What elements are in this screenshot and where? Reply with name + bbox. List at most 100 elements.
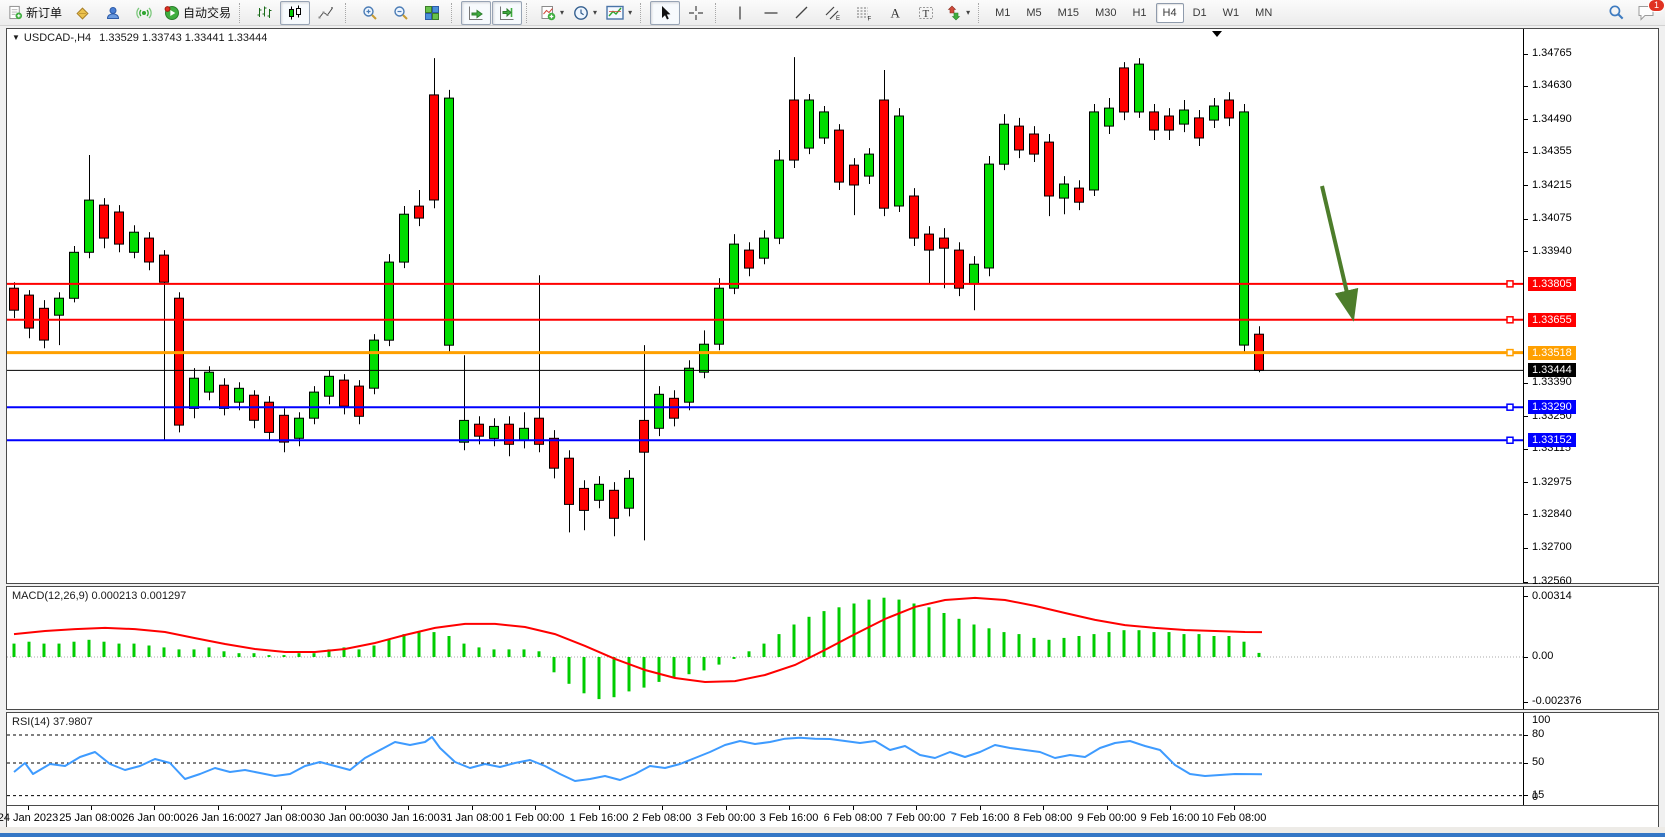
candlestick-chart-button[interactable] — [280, 0, 311, 25]
candle — [744, 249, 754, 269]
macd-histogram-bar — [327, 649, 331, 657]
candle — [99, 204, 109, 239]
chart-shift-marker[interactable] — [1212, 31, 1222, 37]
tab-timeframe-h4[interactable]: H4 — [1155, 2, 1184, 23]
new-order-button[interactable]: 新订单 — [4, 1, 66, 25]
auto-scroll-button[interactable] — [461, 0, 492, 25]
candle — [384, 261, 394, 341]
macd-histogram-bar — [42, 643, 46, 657]
level-line-handle[interactable] — [1506, 348, 1514, 357]
candle — [114, 211, 124, 245]
crosshair-button[interactable] — [681, 1, 711, 25]
macd-histogram-bar — [597, 657, 601, 700]
chevron-down-icon[interactable]: ▾ — [966, 8, 971, 17]
time-label: 30 Jan 16:00 — [376, 812, 440, 824]
price-tick-dash — [1523, 448, 1528, 450]
tab-timeframe-m15[interactable]: M15 — [1057, 6, 1080, 19]
fibonacci-button[interactable]: F — [849, 1, 879, 25]
candlestick-plot[interactable] — [7, 29, 1523, 583]
tab-timeframe-h1[interactable]: H1 — [1132, 6, 1147, 19]
candle — [549, 437, 559, 469]
candle — [924, 233, 934, 251]
chevron-down-icon[interactable]: ▾ — [628, 8, 633, 17]
main-chart-panel[interactable]: ▼ USDCAD-,H4 1.33529 1.33743 1.33441 1.334… — [6, 28, 1659, 587]
tab-timeframe-d1[interactable]: D1 — [1192, 6, 1207, 19]
search-button[interactable] — [1601, 1, 1631, 25]
equidistant-channel-button[interactable]: E — [818, 1, 848, 25]
level-line-handle[interactable] — [1506, 436, 1514, 444]
tab-timeframe-w1[interactable]: W1 — [1222, 6, 1240, 19]
indicators-button[interactable]: ▾ — [602, 1, 636, 25]
tab-timeframe-m1[interactable]: M1 — [995, 6, 1011, 19]
tab-timeframe-m5[interactable]: M5 — [1026, 6, 1042, 19]
price-tick-label: 1.34630 — [1532, 79, 1572, 92]
zoom-out-button[interactable] — [386, 1, 416, 25]
macd-panel[interactable]: MACD(12,26,9) 0.000213 0.001297 0.00314 0… — [6, 586, 1659, 710]
price-tick-label: 1.34075 — [1532, 212, 1572, 225]
tab-timeframe-m30[interactable]: M30 — [1095, 6, 1117, 19]
candle — [459, 419, 469, 443]
time-tick — [1043, 806, 1044, 810]
auto-trading-button[interactable]: 自动交易 — [160, 1, 235, 25]
candle — [1044, 141, 1054, 197]
level-line-handle[interactable] — [1506, 280, 1514, 288]
candle — [1239, 111, 1249, 346]
price-tick-dash — [1523, 514, 1528, 516]
candle — [654, 393, 664, 429]
time-tick — [472, 806, 473, 810]
level-line-handle[interactable] — [1506, 316, 1514, 324]
text-label-button[interactable]: T — [911, 1, 941, 25]
line-chart-button[interactable] — [311, 1, 341, 25]
time-label: 3 Feb 00:00 — [696, 812, 756, 824]
price-level-badge: 1.33805 — [1528, 276, 1576, 291]
horizontal-line-icon — [764, 11, 778, 14]
macd-histogram-bar — [282, 655, 286, 657]
chart-shift-button[interactable] — [492, 0, 523, 25]
bar-chart-button[interactable] — [249, 1, 279, 25]
collapse-triangle-icon[interactable]: ▼ — [12, 33, 20, 42]
cursor-button[interactable] — [650, 0, 681, 25]
candle — [864, 153, 874, 177]
profile-button[interactable] — [98, 1, 128, 25]
new-chart-icon — [541, 5, 556, 20]
new-chart-button[interactable]: ▾ — [536, 1, 568, 25]
chat-button[interactable]: 1 — [1631, 0, 1665, 25]
candle — [1149, 111, 1159, 131]
macd-histogram-bar — [387, 639, 391, 657]
deposit-button[interactable] — [67, 1, 97, 25]
time-axis[interactable]: 24 Jan 2023 25 Jan 08:00 26 Jan 00:00 26 Ja… — [0, 806, 1659, 827]
time-label: 31 Jan 08:00 — [440, 812, 504, 824]
tile-windows-button[interactable] — [417, 1, 447, 25]
zoom-in-button[interactable] — [355, 1, 385, 25]
chevron-down-icon[interactable]: ▾ — [593, 8, 598, 17]
periods-button[interactable]: ▾ — [569, 1, 601, 25]
macd-histogram-bar — [552, 657, 556, 673]
vertical-line-button[interactable] — [725, 1, 755, 25]
price-tick-label: 1.34355 — [1532, 145, 1572, 158]
chart-symbol-period: USDCAD-,H4 — [23, 32, 92, 44]
candle — [1089, 111, 1099, 191]
candlestick-chart-icon — [289, 5, 302, 19]
chart-ohlc-values: 1.33529 1.33743 1.33441 1.33444 — [99, 32, 268, 44]
text-button[interactable]: A — [880, 1, 910, 25]
arrows-button[interactable]: ▾ — [942, 1, 974, 25]
candle — [714, 287, 724, 345]
macd-histogram-bar — [702, 657, 706, 671]
trendline-button[interactable] — [787, 1, 817, 25]
macd-histogram-bar — [297, 653, 301, 657]
macd-histogram-bar — [942, 613, 946, 657]
macd-histogram-bar — [882, 597, 886, 657]
level-line-handle[interactable] — [1506, 403, 1514, 411]
time-label: 9 Feb 00:00 — [1077, 812, 1137, 824]
chevron-down-icon[interactable]: ▾ — [560, 8, 565, 17]
tab-timeframe-mn[interactable]: MN — [1255, 6, 1273, 19]
horizontal-line-button[interactable] — [756, 1, 786, 25]
rsi-panel[interactable]: RSI(14) 37.9807 100 80 50 15 0 — [6, 712, 1659, 806]
signal-button[interactable] — [129, 1, 159, 25]
price-tick-label: 1.33390 — [1532, 376, 1572, 389]
price-tick-label: 1.33940 — [1532, 244, 1572, 257]
candle — [474, 423, 484, 437]
candle — [759, 237, 769, 259]
candle — [84, 199, 94, 253]
down-arrow-drawing[interactable] — [1320, 185, 1359, 322]
